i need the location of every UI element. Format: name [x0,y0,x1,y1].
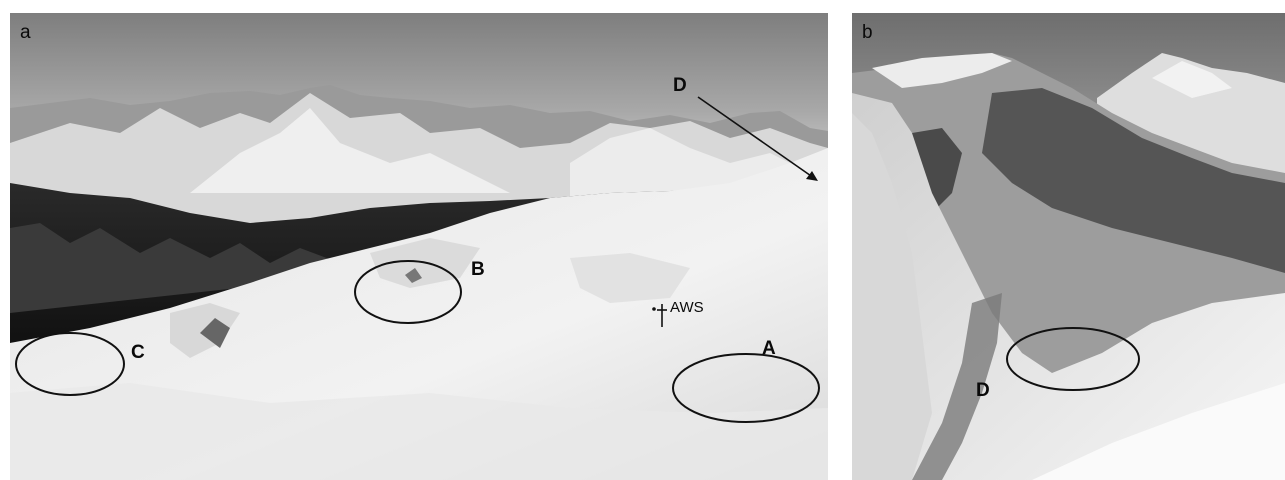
panel-label-a: a [20,22,31,43]
arrow-D [697,96,815,179]
ellipse-D [1006,327,1140,391]
label-D-b: D [976,380,990,401]
label-C: C [131,342,145,363]
label-aws: AWS [670,299,704,316]
ellipse-A [672,353,820,423]
photo-panel-b: b D [852,13,1285,480]
mountain-ridge-photo [10,13,828,480]
label-A: A [762,338,776,359]
label-D: D [673,75,687,96]
panel-label-b: b [862,22,873,43]
label-B: B [471,259,485,280]
avalanche-slope-photo [852,13,1285,480]
photo-panel-a: a D B C A AWS [10,13,828,480]
aws-station-icon [652,304,667,327]
ellipse-C [15,332,125,396]
ellipse-B [354,260,462,324]
